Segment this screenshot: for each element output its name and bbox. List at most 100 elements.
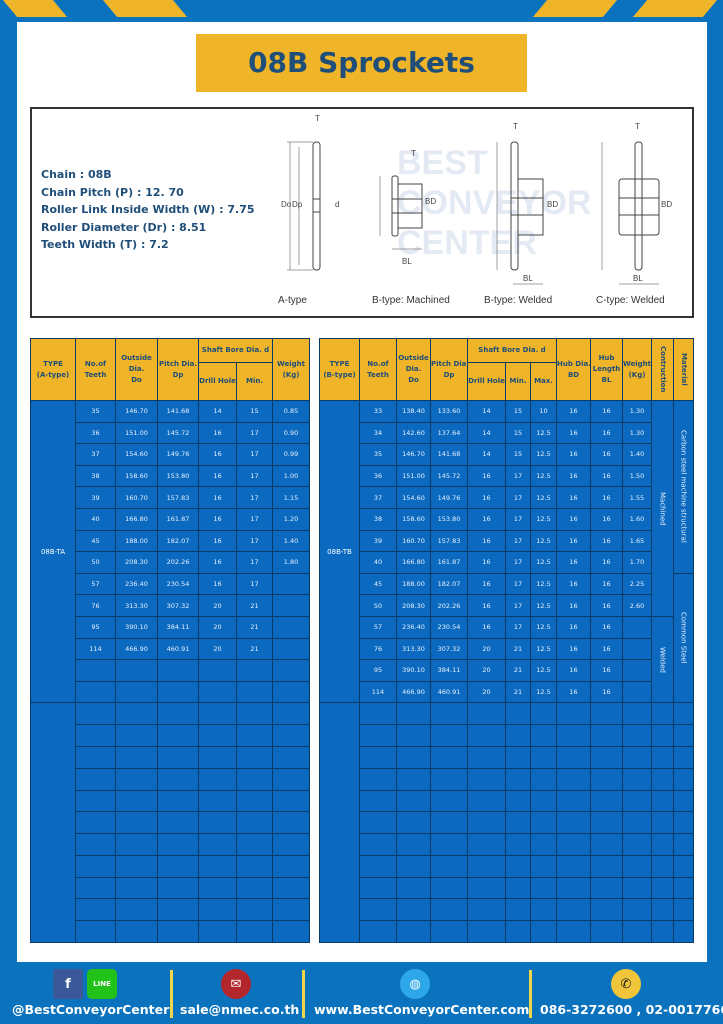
type-cell: 08B-TB xyxy=(319,399,360,704)
email-link[interactable]: sale@nmec.co.th xyxy=(180,1002,300,1017)
table-cell xyxy=(556,876,592,900)
table-row: 35 146.70 141.68 14 15 12.5 16 16 1.40 xyxy=(320,443,694,466)
table-cell xyxy=(75,898,116,922)
social-handle[interactable]: @BestConveyorCenter xyxy=(12,1002,170,1017)
label-do: Do xyxy=(281,200,292,209)
table-cell: 16 xyxy=(556,637,592,661)
table-cell xyxy=(622,876,653,900)
header-hub-length-text: BL xyxy=(601,376,612,384)
table-cell xyxy=(272,702,310,726)
table-cell: 17 xyxy=(236,572,273,596)
watermark-text: CONVEYOR xyxy=(397,184,592,222)
table-cell xyxy=(430,833,468,856)
line-icon[interactable]: LINE xyxy=(87,969,117,999)
header-hub-dia-text: BD xyxy=(567,370,580,379)
table-cell xyxy=(359,833,397,856)
table-cell xyxy=(529,898,558,922)
header-teeth-text: Teeth xyxy=(367,370,389,379)
table-cell xyxy=(430,767,468,791)
table-cell: 307.32 xyxy=(157,594,199,617)
label-t: T xyxy=(635,122,640,131)
table-row-empty xyxy=(320,745,695,769)
stripe xyxy=(532,0,618,17)
table-cell: 114 xyxy=(359,680,397,704)
table-cell xyxy=(622,920,653,944)
table-cell xyxy=(622,702,653,726)
table-cell: 16 xyxy=(556,507,592,531)
material-carbon-steel: Carbon steel machine structural xyxy=(673,400,695,574)
table-cell: 466.90 xyxy=(115,637,158,661)
table-cell: 16 xyxy=(556,659,592,682)
table-cell xyxy=(396,745,431,769)
table-cell: 151.00 xyxy=(115,421,158,445)
table-cell xyxy=(396,833,431,856)
material-common-steel: Common Steel xyxy=(673,572,695,704)
table-cell: 151.00 xyxy=(396,464,431,488)
header-max: Max. xyxy=(529,362,558,401)
table-cell xyxy=(115,811,158,835)
table-cell xyxy=(157,920,199,944)
table-cell xyxy=(467,702,506,726)
table-cell: 20 xyxy=(198,594,237,617)
table-cell xyxy=(556,854,592,878)
facebook-icon[interactable]: f xyxy=(53,969,83,999)
table-cell xyxy=(198,659,237,682)
header-teeth: No.of Teeth xyxy=(359,338,397,401)
table-cell: 16 xyxy=(198,529,237,553)
table-cell: 182.07 xyxy=(430,572,468,596)
phone-numbers: 086-3272600 , 02-0017766 xyxy=(540,1002,723,1017)
table-row-empty xyxy=(31,724,310,747)
table-cell: 114 xyxy=(75,637,116,661)
table-cell: 20 xyxy=(467,659,506,682)
table-cell: 10 xyxy=(529,400,558,423)
table-cell xyxy=(622,615,653,639)
table-cell xyxy=(673,702,695,726)
table-cell: 145.72 xyxy=(430,464,468,488)
table-cell xyxy=(430,724,468,747)
website-link[interactable]: www.BestConveyorCenter.com xyxy=(314,1002,530,1017)
table-cell xyxy=(651,724,675,747)
table-cell xyxy=(272,898,310,922)
table-cell: 138.40 xyxy=(396,400,431,423)
table-cell xyxy=(236,811,273,835)
table-cell xyxy=(556,811,592,835)
table-cell: 35 xyxy=(359,443,397,466)
table-cell xyxy=(673,767,695,791)
table-cell xyxy=(430,898,468,922)
table-cell xyxy=(272,659,310,682)
table-cell xyxy=(272,854,310,878)
table-cell xyxy=(359,702,397,726)
table-cell: 12.5 xyxy=(529,572,558,596)
table-cell xyxy=(529,789,558,813)
table-cell: 37 xyxy=(75,443,116,466)
table-cell xyxy=(75,745,116,769)
table-cell: 50 xyxy=(359,594,397,617)
table-cell xyxy=(651,876,675,900)
label-t: T xyxy=(315,114,320,123)
table-cell xyxy=(529,854,558,878)
table-cell xyxy=(467,811,506,835)
header-teeth-text: No.of xyxy=(367,359,389,368)
table-cell: 1.70 xyxy=(622,551,653,574)
table-cell xyxy=(651,789,675,813)
table-cell xyxy=(430,854,468,878)
header-teeth: No.of Teeth xyxy=(75,338,116,401)
table-cell: 390.10 xyxy=(396,659,431,682)
table-cell: 1.80 xyxy=(272,551,310,574)
table-cell xyxy=(590,898,624,922)
table-cell: 21 xyxy=(505,680,531,704)
table-cell: 161.87 xyxy=(157,507,199,531)
table-cell: 141.68 xyxy=(157,400,199,423)
header-pitch-dia: Pitch Dia. Dp xyxy=(430,338,468,401)
table-cell: 149.76 xyxy=(430,486,468,509)
header-max-text: Max. xyxy=(534,377,553,385)
table-cell: 34 xyxy=(359,421,397,445)
page-title: 08B Sprockets xyxy=(196,34,527,92)
header-shaft-bore-text: Shaft Bore Dia. d xyxy=(201,346,270,354)
table-cell xyxy=(359,745,397,769)
header-drill-hole-text: Drill Hole xyxy=(468,377,505,385)
table-cell: 313.30 xyxy=(396,637,431,661)
table-cell: 230.54 xyxy=(430,615,468,639)
table-cell: 35 xyxy=(75,400,116,423)
divider xyxy=(529,970,532,1018)
